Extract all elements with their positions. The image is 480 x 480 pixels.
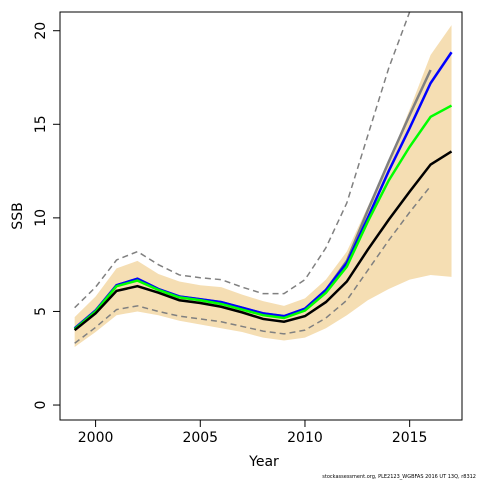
series-line [73, 51, 453, 330]
y-tick-label: 10 [33, 209, 49, 227]
y-tick-label: 20 [33, 22, 49, 40]
series-line [73, 150, 453, 332]
y-axis-label: SSB [10, 202, 26, 229]
plot-frame [59, 11, 463, 421]
confidence-band [74, 25, 452, 348]
series-line [73, 104, 453, 331]
y-tick-label: 0 [33, 401, 49, 410]
footnote: stockassessment.org, PLE2123_WGBFAS 2016… [322, 474, 476, 480]
x-tick-label: 2010 [287, 430, 323, 446]
plot-area [73, 12, 453, 348]
x-tick-label: 2000 [78, 430, 114, 446]
x-axis-label: Year [248, 454, 279, 470]
y-tick-label: 5 [33, 307, 49, 316]
series-line [74, 185, 432, 344]
y-tick-label: 15 [33, 115, 49, 133]
x-tick-label: 2005 [182, 430, 218, 446]
x-tick-label: 2015 [392, 430, 428, 446]
